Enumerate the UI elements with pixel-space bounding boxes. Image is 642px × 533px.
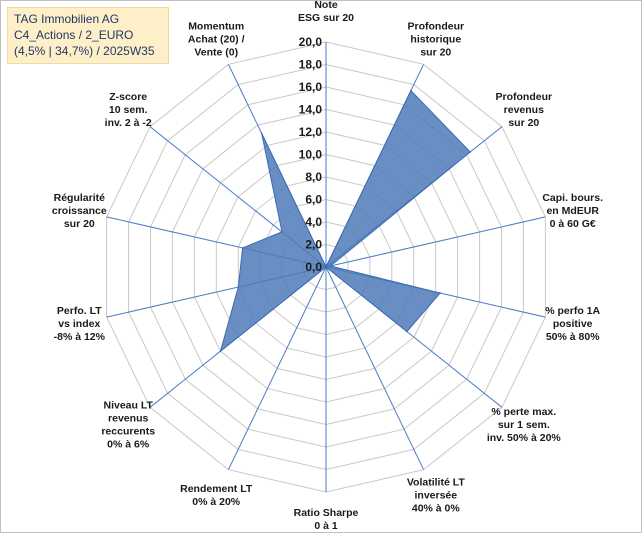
tick-label: 20,0 [299,35,323,49]
axis-label-line: inversée [414,489,457,501]
axis-label-line: 0% à 6% [107,439,150,451]
axis-label-line: Capi. bours. [542,192,603,204]
axis-label-line: 40% à 0% [412,502,461,514]
tick-label: 12,0 [299,125,323,139]
axis-label-line: sur 20 [64,218,95,230]
data-point [406,330,408,333]
axis-label-line: Rendement LT [180,483,253,495]
axis-label-line: 50% à 80% [546,331,600,343]
axis-label-line: en MdEUR [546,205,599,217]
data-point [260,132,263,134]
axis-label-line: revenus [504,104,544,116]
axis-label-line: revenus [108,413,148,425]
tick-label: 14,0 [299,103,323,117]
data-point [439,292,441,294]
axis-label-line: % perte max. [491,406,556,418]
axis-spoke [227,266,327,470]
tick-label: 4,0 [305,215,322,229]
axis-spoke [325,216,546,268]
axis-label-line: Volatilité LT [407,476,466,488]
axis-label-line: croissance [52,205,107,217]
tick-label: 6,0 [305,193,322,207]
axis-label-line: 10 sem. [109,104,148,116]
axis-label: Niveau LT revenus reccurents 0% à 6% [101,400,155,451]
axis-label-line: inv. 2 à -2 [105,117,152,129]
series-area [219,89,471,353]
data-point [410,89,412,92]
info-stats: (4,5% | 34,7%) / 2025W35 [14,44,155,58]
data-point [219,350,222,353]
axis-label: Régularité croissance sur 20 [52,192,107,230]
axis-label-line: 0% à 20% [192,496,241,508]
axis-label-line: Niveau LT [103,400,153,412]
axis-label-line: sur 1 sem. [498,419,550,431]
axis-label-line: 0 à 60 G€ [550,218,596,230]
data-point [469,151,472,153]
axis-label-line: 0 à 1 [314,520,338,532]
axis-label-line: Profondeur [496,91,553,103]
axis-label: Capi. bours. en MdEUR 0 à 60 G€ [542,192,603,230]
axis-label-line: inv. 50% à 20% [487,432,562,444]
axis-label-line: Ratio Sharpe [294,507,359,519]
axis-label-line: Achat (20) / [188,34,245,46]
axis-label: Profondeur revenus sur 20 [496,91,553,129]
data-point [237,286,240,288]
tick-label: 18,0 [299,58,323,72]
axis-label: % perfo 1A positive 50% à 80% [545,305,600,343]
axis-label: Profondeur historique sur 20 [408,21,465,59]
data-point [241,247,244,249]
axis-label-line: Régularité [54,192,106,204]
axis-label-line: Momentum [188,21,244,33]
data-point [281,231,283,233]
axis-label: Rendement LT 0% à 20% [180,483,253,508]
tick-label: 8,0 [305,170,322,184]
axis-label-line: vs index [58,318,100,330]
axis-label: Note ESG sur 20 [298,1,354,24]
tick-label: 2,0 [305,238,322,252]
axis-label: % perte max. sur 1 sem. inv. 50% à 20% [487,406,562,444]
axis-spoke [325,266,425,470]
axis-label: Volatilité LT inversée 40% à 0% [407,476,466,514]
axis-label-line: sur 20 [420,47,451,59]
axis-label-line: Z-score [109,91,147,103]
info-box: TAG Immobilien AG C4_Actions / 2_EURO (4… [7,7,169,64]
info-company-name: TAG Immobilien AG [14,12,120,26]
axis-label-line: % perfo 1A [545,305,600,317]
axis-label: Z-score 10 sem. inv. 2 à -2 [105,91,152,129]
axis-label-line: -8% à 12% [54,331,106,343]
axis-label-line: sur 20 [508,117,539,129]
axis-label: Momentum Achat (20) / Vente (0) [188,21,245,59]
axis-label-line: Perfo. LT [57,305,102,317]
axis-label-line: ESG sur 20 [298,12,354,24]
axis-label: Ratio Sharpe 0 à 1 [294,507,359,532]
axis-label-line: Profondeur [408,21,465,33]
axis-label-line: Note [314,1,337,11]
tick-label: 0,0 [305,260,322,274]
tick-label: 16,0 [299,80,323,94]
axis-label-line: historique [410,34,461,46]
tick-label: 10,0 [299,148,323,162]
axis-label-line: Vente (0) [194,47,238,59]
axis-label-line: reccurents [101,426,155,438]
axis-label-line: positive [553,318,593,330]
data-point [329,265,332,267]
axis-label: Perfo. LT vs index -8% à 12% [54,305,106,343]
info-category: C4_Actions / 2_EURO [14,28,134,42]
data-point [325,266,327,268]
